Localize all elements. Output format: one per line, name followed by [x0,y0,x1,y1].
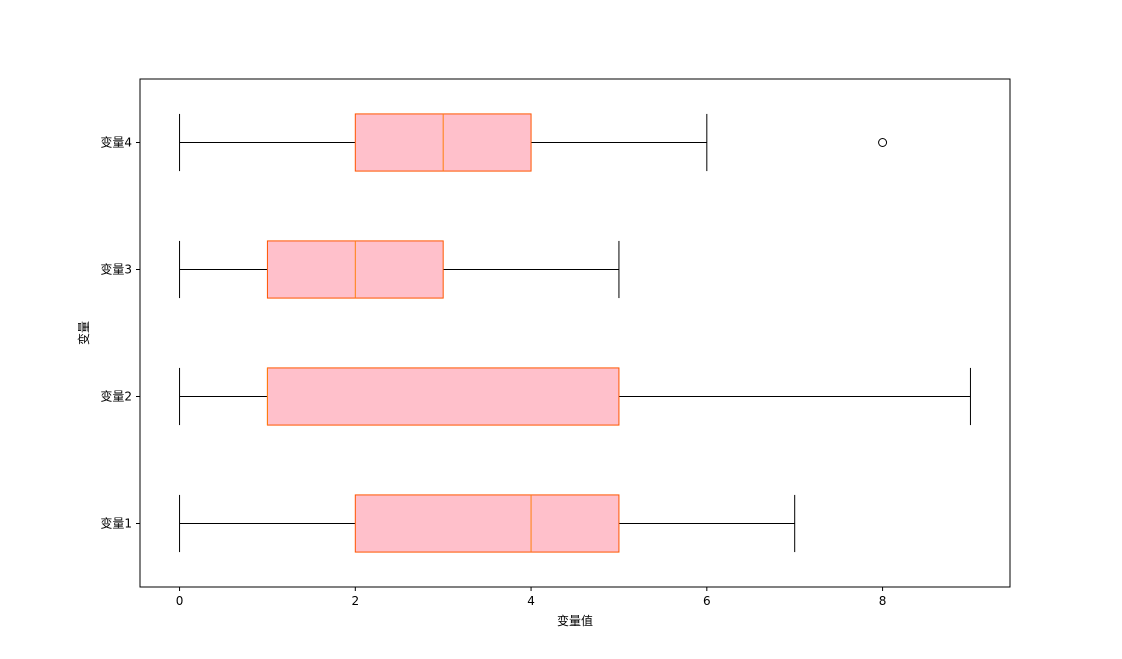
box [266,367,620,426]
x-axis-label: 变量值 [557,613,593,628]
y-axis-label: 变量 [76,321,91,345]
x-tick-label: 4 [527,594,535,608]
box [354,494,620,553]
x-tick-label: 0 [176,594,184,608]
x-tick-label: 6 [703,594,711,608]
x-tick-label: 2 [351,594,359,608]
x-tick-label: 8 [879,594,887,608]
y-tick-label: 变量4 [100,135,132,150]
y-tick-label: 变量3 [100,262,132,277]
plot-frame [139,78,1011,588]
y-tick-label: 变量2 [100,389,132,404]
y-tick-label: 变量1 [100,516,132,531]
flier [878,138,888,147]
